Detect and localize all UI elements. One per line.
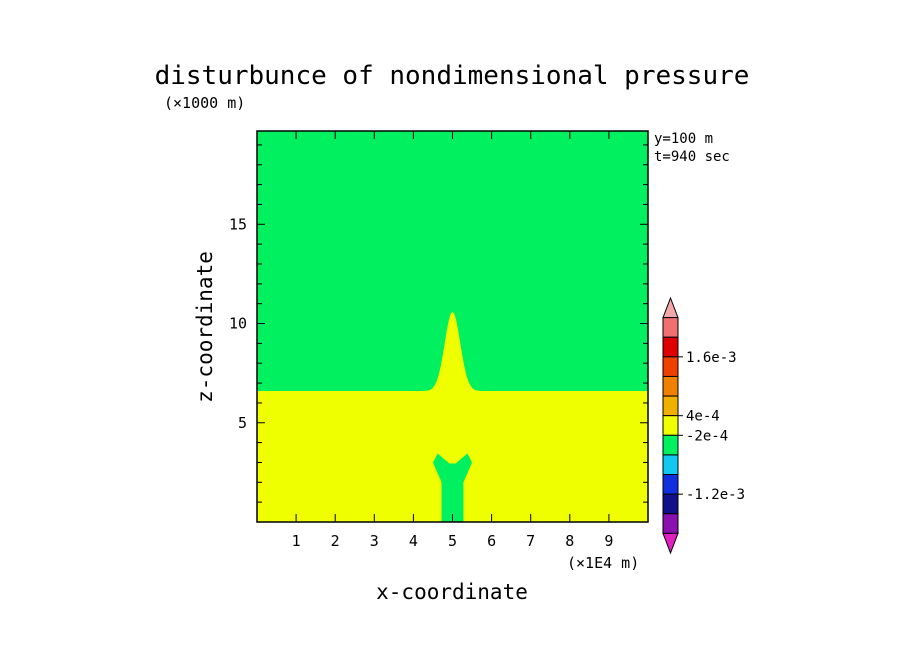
colorbar-segment xyxy=(662,513,679,534)
colorbar: 1.6e-3 4e-4 -2e-4 -1.2e-3 xyxy=(662,296,745,555)
colorbar-segment xyxy=(662,415,679,436)
x-tick-label: 6 xyxy=(487,532,496,550)
y-axis-unit: (×1000 m) xyxy=(164,94,245,112)
colorbar-label: -2e-4 xyxy=(686,428,728,444)
colorbar-segment xyxy=(662,395,679,417)
x-tick-label: 3 xyxy=(370,532,379,550)
x-tick-label: 2 xyxy=(331,532,340,550)
y-tick-label: 5 xyxy=(238,414,247,432)
x-tick-label: 4 xyxy=(409,532,418,550)
colorbar-segment xyxy=(662,493,679,515)
x-tick-label: 5 xyxy=(448,532,457,550)
colorbar-segment xyxy=(662,317,679,338)
colorbar-segment xyxy=(662,356,679,377)
colorbar-segment xyxy=(662,296,679,319)
field-plume xyxy=(432,453,473,522)
x-tick-label: 7 xyxy=(526,532,535,550)
colorbar-label: 4e-4 xyxy=(686,409,720,425)
colorbar-segment xyxy=(662,336,679,358)
colorbar-segment xyxy=(662,375,679,397)
y-axis-label: z-coordinate xyxy=(193,251,217,403)
colorbar-segment xyxy=(662,532,679,555)
time-annotation-t: t=940 sec xyxy=(654,149,730,165)
y-tick-label: 15 xyxy=(229,215,247,233)
colorbar-label: 1.6e-3 xyxy=(686,350,737,366)
colorbar-segment xyxy=(662,474,679,495)
field-lower-layer xyxy=(257,311,648,522)
plot-area: 1 2 3 4 5 6 7 8 9 5 10 15 xyxy=(229,130,649,550)
x-tick-label: 8 xyxy=(565,532,574,550)
x-tick-label: 1 xyxy=(292,532,301,550)
colorbar-segment xyxy=(662,454,679,476)
x-axis-unit: (×1E4 m) xyxy=(567,554,639,572)
y-tick-label: 10 xyxy=(229,315,247,333)
x-axis-label: x-coordinate xyxy=(376,580,528,604)
x-tick-label: 9 xyxy=(604,532,613,550)
colorbar-label: -1.2e-3 xyxy=(686,487,745,503)
time-annotation-y: y=100 m xyxy=(654,131,713,147)
colorbar-segment xyxy=(662,434,679,456)
chart-title: disturbunce of nondimensional pressure xyxy=(155,61,750,91)
